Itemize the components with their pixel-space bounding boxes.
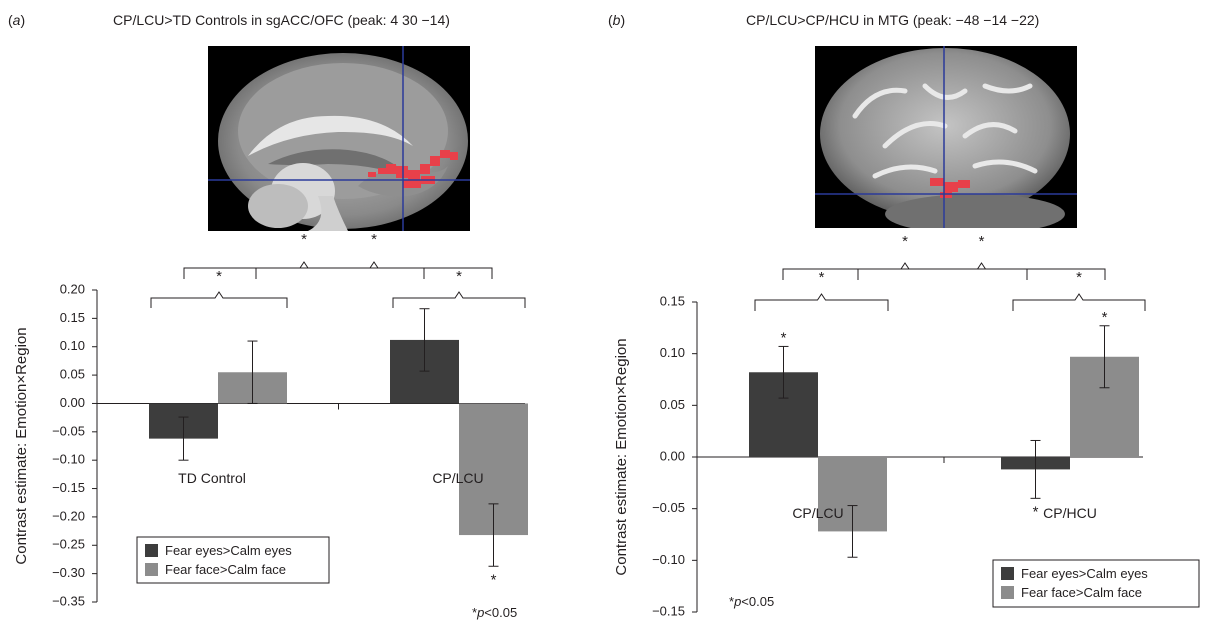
significance-bracket: [857, 262, 1106, 280]
bracket-star: *: [819, 269, 825, 286]
y-tick-label: −0.30: [52, 565, 85, 580]
bracket-star: *: [301, 231, 307, 248]
legend-swatch: [1001, 567, 1014, 580]
brain-image-b-graphic: [815, 46, 1077, 228]
brain-image-a-graphic: [208, 46, 470, 231]
y-tick-label: 0.15: [660, 293, 685, 308]
y-tick-label: −0.20: [52, 508, 85, 523]
legend-label: Fear face>Calm face: [165, 562, 286, 577]
significance-star: *: [1102, 309, 1108, 326]
y-tick-label: −0.25: [52, 537, 85, 552]
legend-label: Fear face>Calm face: [1021, 585, 1142, 600]
category-label: CP/HCU: [1043, 505, 1097, 521]
bracket-star: *: [1076, 269, 1082, 286]
panel-a-title: CP/LCU>TD Controls in sgACC/OFC (peak: 4…: [113, 12, 450, 28]
y-tick-label: 0.15: [60, 310, 85, 325]
bracket-star: *: [979, 233, 985, 250]
significance-bracket: [754, 293, 889, 311]
brain-image-sagittal-mtg: [815, 46, 1077, 228]
significance-bracket: [1012, 293, 1146, 311]
y-tick-label: 0.20: [60, 281, 85, 296]
y-tick-label: −0.10: [652, 552, 685, 567]
legend-swatch: [145, 544, 158, 557]
panel-b-label: (b): [608, 12, 626, 28]
y-tick-label: −0.15: [652, 603, 685, 618]
panel-a-label: (a): [8, 12, 26, 28]
y-tick-label: −0.10: [52, 452, 85, 467]
category-label: TD Control: [178, 470, 246, 486]
y-tick-label: 0.05: [660, 397, 685, 412]
legend-label: Fear eyes>Calm eyes: [165, 543, 292, 558]
y-axis-title: Contrast estimate: Emotion×Region: [613, 338, 630, 575]
y-tick-label: 0.05: [60, 367, 85, 382]
y-tick-label: −0.15: [52, 480, 85, 495]
category-label: CP/LCU: [432, 470, 483, 486]
legend-swatch: [1001, 586, 1014, 599]
significance-bracket: [150, 291, 288, 308]
significance-star: *: [1033, 503, 1039, 520]
y-tick-label: 0.00: [60, 395, 85, 410]
legend-box: [992, 559, 1200, 608]
y-tick-label: 0.10: [660, 345, 685, 360]
y-tick-label: 0.00: [660, 448, 685, 463]
bracket-star: *: [216, 268, 222, 285]
y-tick-label: −0.05: [652, 500, 685, 515]
footnote: *p<0.05: [472, 605, 517, 620]
y-tick-label: −0.05: [52, 423, 85, 438]
category-label: CP/LCU: [792, 505, 843, 521]
y-tick-label: 0.10: [60, 338, 85, 353]
significance-bracket: [255, 261, 493, 279]
y-tick-label: −0.35: [52, 593, 85, 608]
bracket-star: *: [902, 233, 908, 250]
significance-star: *: [781, 329, 787, 346]
significance-bracket: [392, 291, 526, 308]
panel-b-title: CP/LCU>CP/HCU in MTG (peak: −48 −14 −22): [746, 12, 1040, 28]
bracket-star: *: [456, 268, 462, 285]
significance-star: *: [491, 571, 497, 588]
legend-label: Fear eyes>Calm eyes: [1021, 566, 1148, 581]
brain-image-sagittal-sgacc: [208, 46, 470, 231]
legend-box: [136, 536, 330, 584]
bracket-star: *: [371, 231, 377, 248]
y-axis-title: Contrast estimate: Emotion×Region: [13, 327, 30, 564]
legend-swatch: [145, 563, 158, 576]
footnote: *p<0.05: [729, 594, 774, 609]
